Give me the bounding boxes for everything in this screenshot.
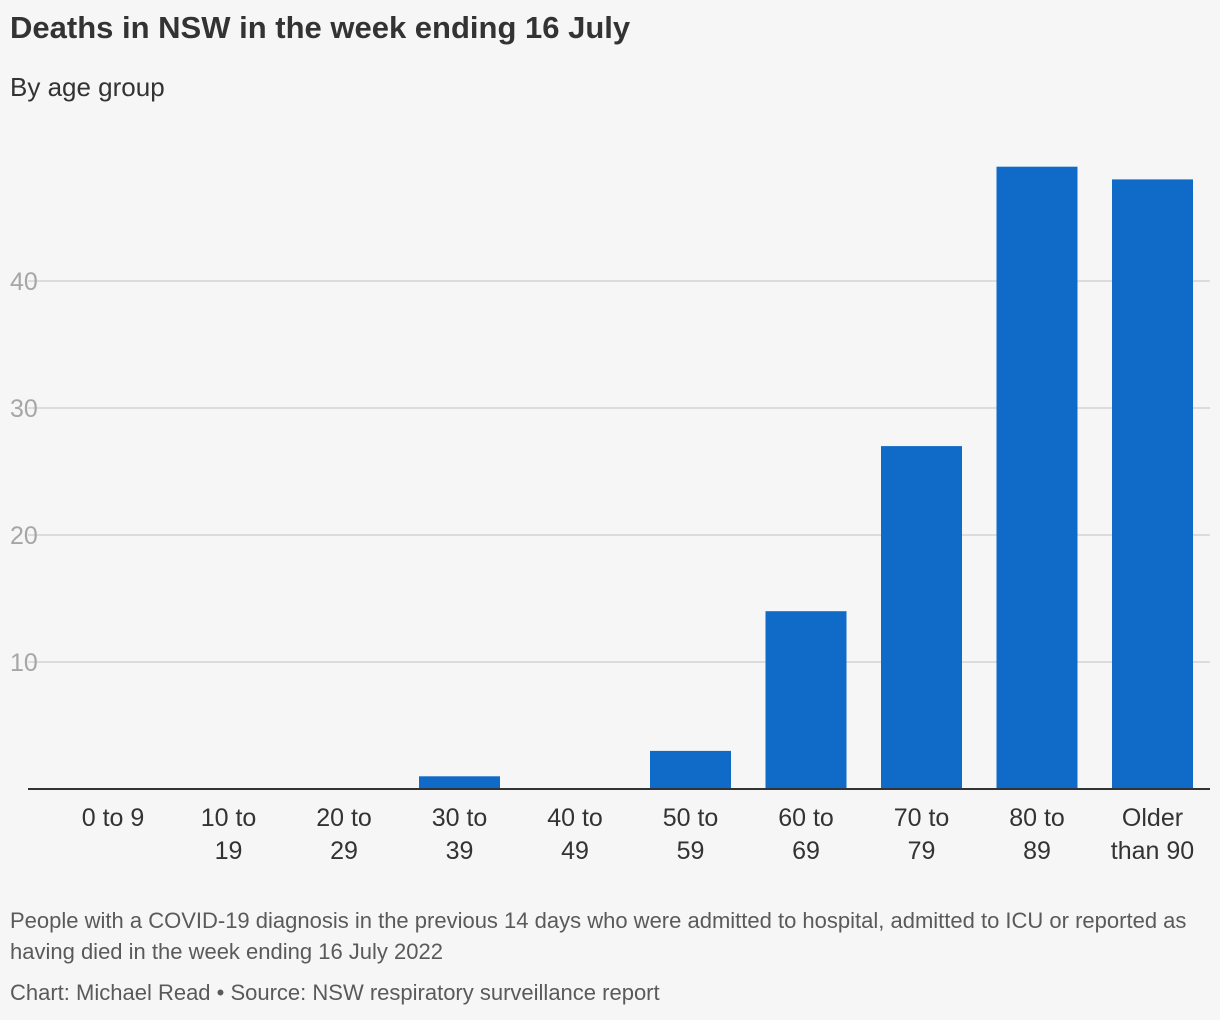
x-category-label: 19 <box>215 837 243 865</box>
bar-7 <box>881 446 962 789</box>
x-category-label: 89 <box>1023 837 1051 865</box>
x-category-label: 50 to <box>663 804 719 832</box>
chart-footnote: People with a COVID-19 diagnosis in the … <box>10 908 1187 964</box>
x-category-label: 20 to <box>316 804 372 832</box>
bar-8 <box>996 166 1078 789</box>
x-category-label: than 90 <box>1111 837 1194 865</box>
chart-source: Chart: Michael Read • Source: NSW respir… <box>10 980 660 1005</box>
x-category-label: Older <box>1122 804 1183 832</box>
y-axis-tick-labels: 10 20 30 40 <box>10 268 38 677</box>
x-category-label: 60 to <box>778 804 834 832</box>
bar-5 <box>650 750 731 789</box>
x-category-label: 30 to <box>432 804 488 832</box>
bar-3 <box>419 776 500 789</box>
y-tick-label: 20 <box>10 522 38 550</box>
chart-title: Deaths in NSW in the week ending 16 July <box>10 10 631 45</box>
bar-6 <box>765 611 847 789</box>
bars <box>419 166 1193 789</box>
chart-subtitle: By age group <box>10 72 165 102</box>
y-tick-label: 10 <box>10 649 38 677</box>
x-category-label: 79 <box>908 837 936 865</box>
x-category-label: 70 to <box>894 804 950 832</box>
x-category-label: 80 to <box>1009 804 1065 832</box>
x-category-label: 0 to 9 <box>82 804 145 832</box>
y-tick-label: 30 <box>10 395 38 423</box>
x-axis-category-labels: 0 to 9 10 to 19 20 to 29 30 to 39 40 to 49 50 to 5… <box>82 804 1194 865</box>
x-category-label: 59 <box>677 837 705 865</box>
x-category-label: 39 <box>446 837 474 865</box>
bar-9 <box>1112 179 1193 789</box>
x-category-label: 69 <box>792 837 820 865</box>
y-tick-label: 40 <box>10 268 38 296</box>
x-category-label: 49 <box>561 837 589 865</box>
x-category-label: 10 to <box>201 804 257 832</box>
x-category-label: 29 <box>330 837 358 865</box>
x-category-label: 40 to <box>547 804 603 832</box>
